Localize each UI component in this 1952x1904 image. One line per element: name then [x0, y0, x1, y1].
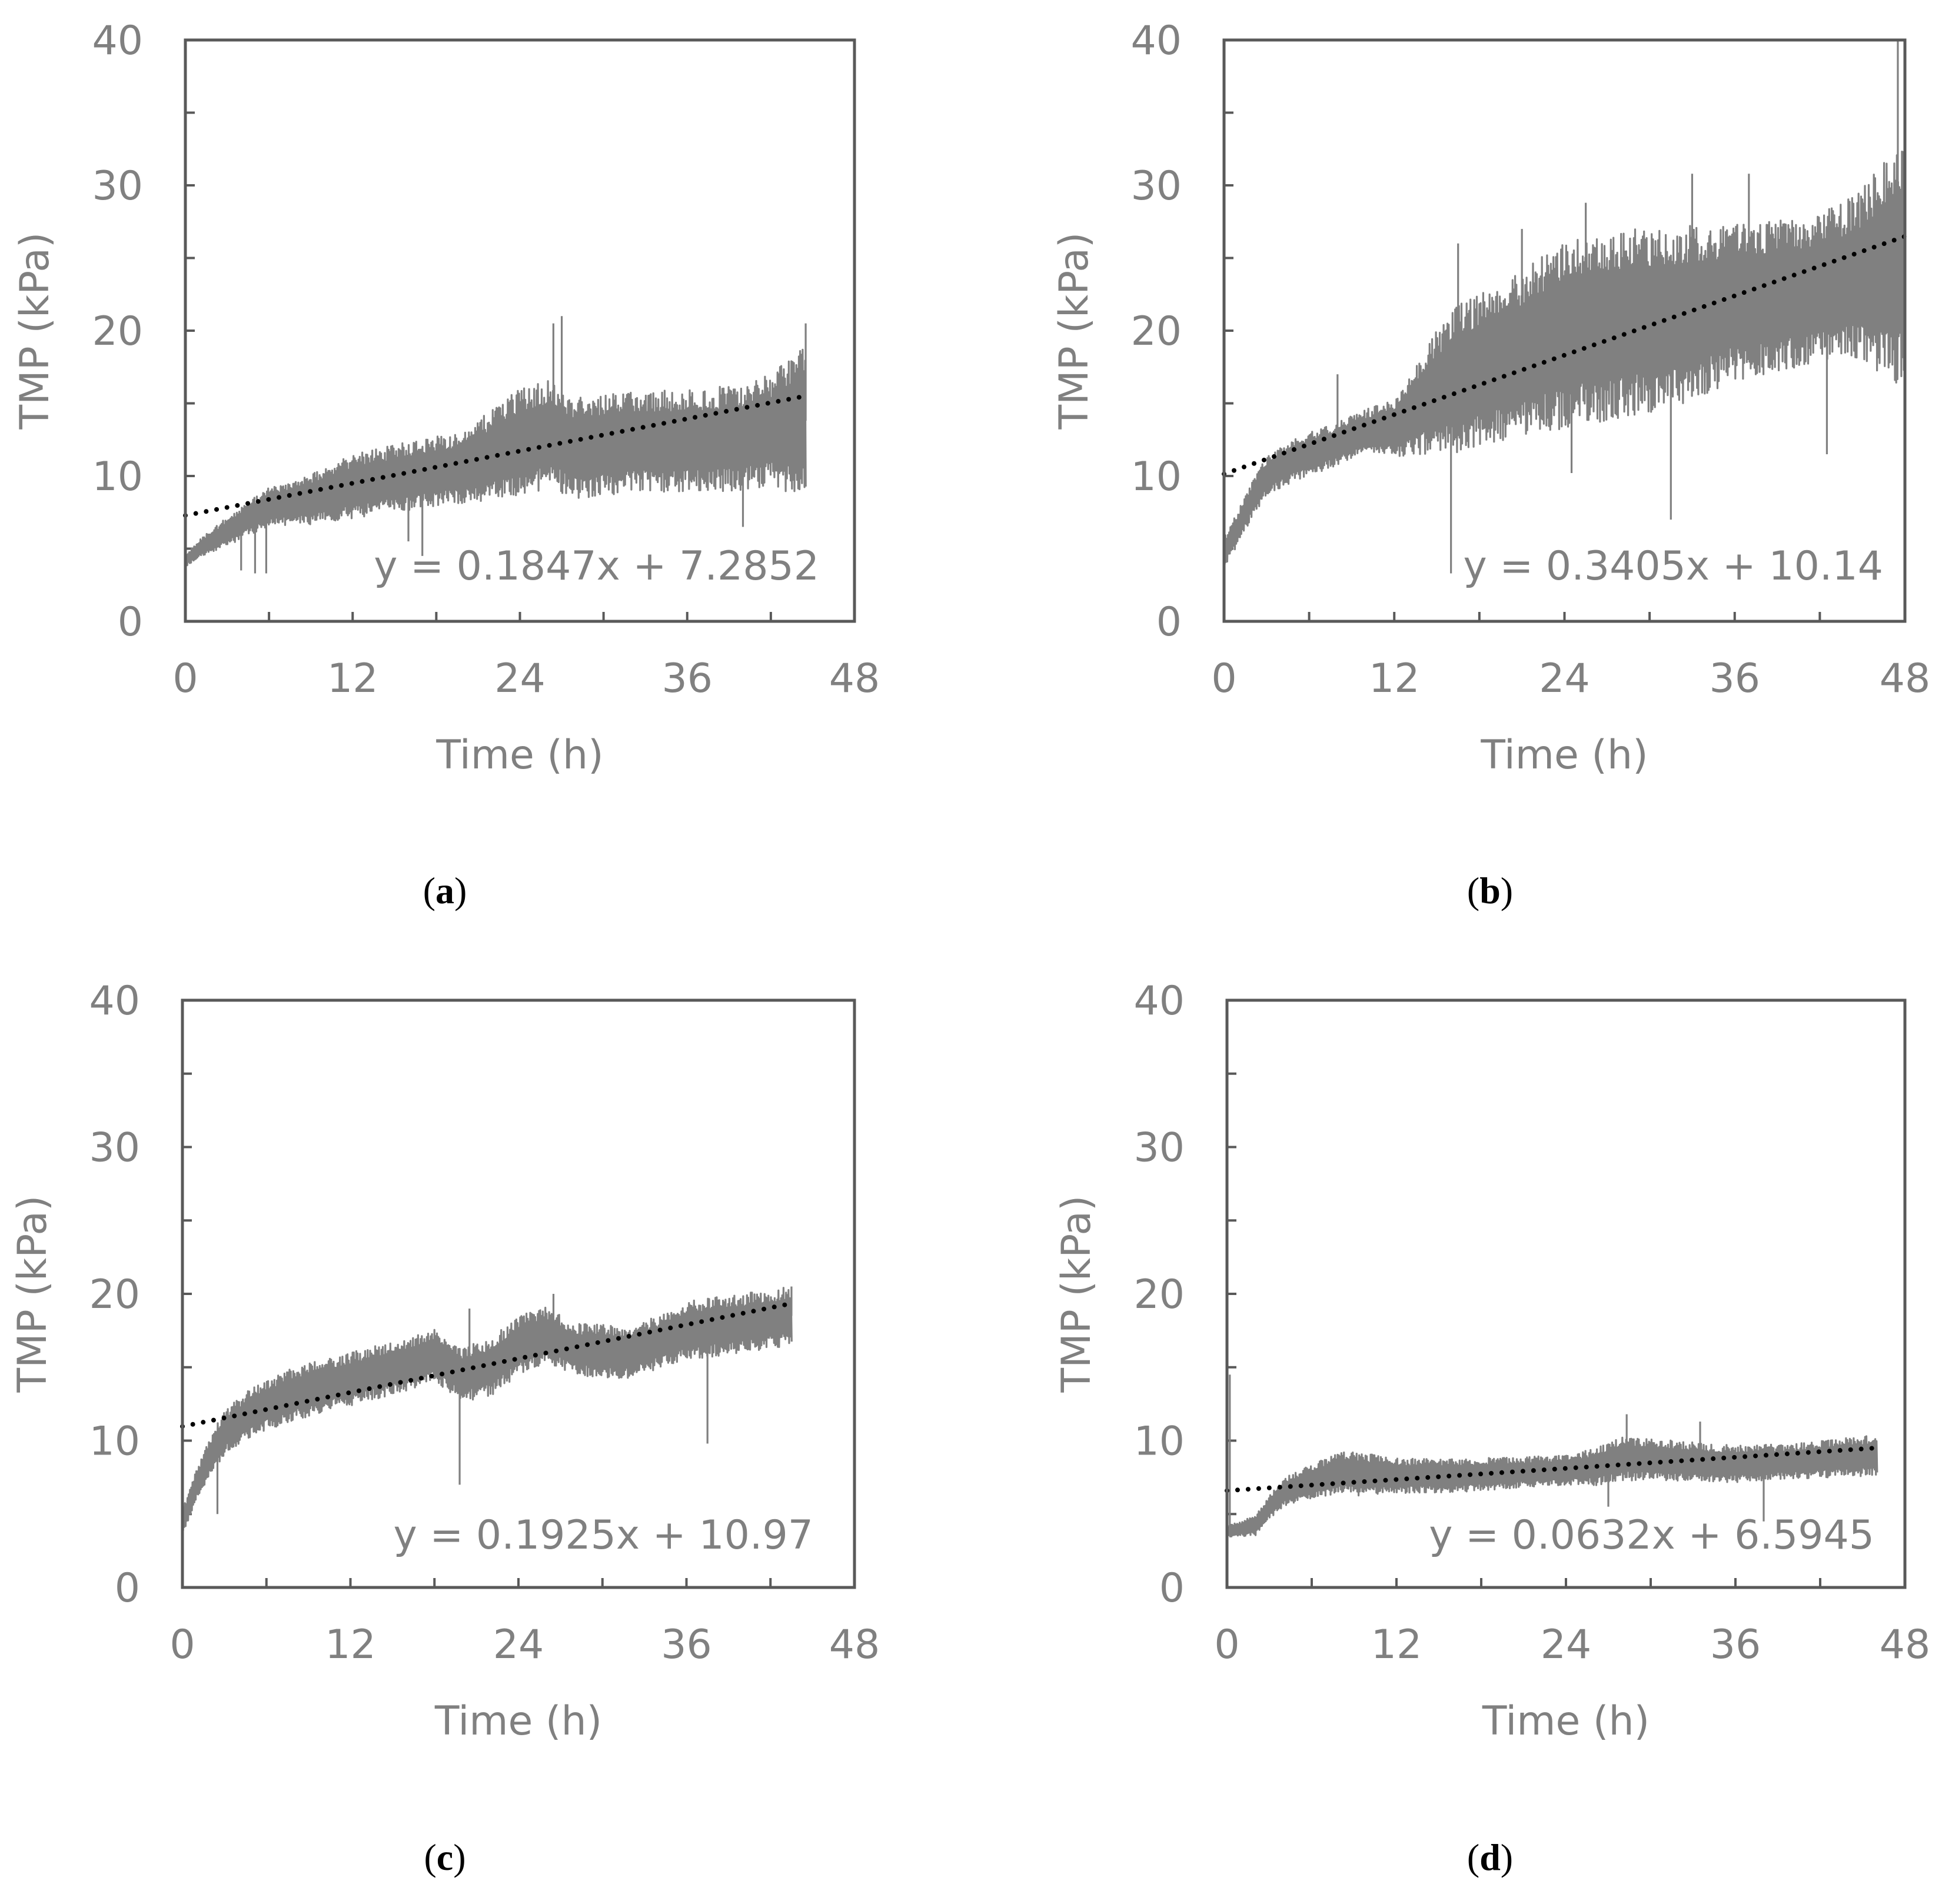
- y-tick-label: 40: [1133, 978, 1185, 1024]
- panel-caption: (d): [1467, 1836, 1513, 1878]
- panel-caption: (b): [1467, 870, 1513, 911]
- y-axis-label: TMP (kPa): [12, 232, 58, 430]
- chart-panel-d: 0 12 24 36 48 0 10 20 30 40 Time (h) TMP (kPa) y = 0…: [1053, 978, 1930, 1878]
- y-tick-label: 10: [1133, 1419, 1185, 1465]
- x-tick-label: 36: [661, 655, 713, 702]
- y-tick-label: 30: [92, 163, 143, 209]
- x-tick-label: 24: [494, 655, 546, 702]
- x-tick-label: 24: [1539, 655, 1590, 702]
- x-axis-label: Time (h): [1480, 732, 1648, 778]
- y-tick-label: 20: [92, 308, 143, 355]
- x-tick-label: 48: [1880, 655, 1931, 702]
- trendline: [1225, 1445, 1879, 1493]
- y-axis-label: TMP (kPa): [1053, 1196, 1100, 1393]
- y-tick-label: 40: [1130, 18, 1182, 64]
- x-tick-label: 12: [1371, 1622, 1422, 1668]
- x-tick-label: 36: [661, 1622, 712, 1668]
- x-tick-label: 0: [172, 655, 198, 702]
- y-tick-label: 30: [89, 1125, 140, 1171]
- panel-caption: (a): [423, 870, 467, 911]
- trendline-equation: y = 0.1847x + 7.2852: [374, 543, 819, 590]
- y-tick-label: 0: [118, 599, 143, 645]
- y-tick-label: 0: [1156, 599, 1182, 645]
- y-axis-label: TMP (kPa): [9, 1196, 56, 1393]
- trendline: [180, 1301, 794, 1429]
- y-tick-label: 20: [89, 1271, 140, 1318]
- x-tick-label: 0: [1211, 655, 1236, 702]
- panel-caption: (c): [424, 1836, 465, 1878]
- y-axis-label: TMP (kPa): [1051, 232, 1098, 430]
- y-tick-label: 0: [1159, 1565, 1185, 1612]
- x-axis-label: Time (h): [434, 1698, 602, 1745]
- plot-frame: [181, 998, 856, 1589]
- y-tick-label: 10: [92, 454, 143, 500]
- plot-frame: [1222, 38, 1907, 623]
- x-tick-label: 36: [1709, 655, 1760, 702]
- x-tick-label: 0: [1214, 1622, 1239, 1668]
- trendline-equation: y = 0.3405x + 10.14: [1463, 543, 1883, 590]
- trendline-equation: y = 0.0632x + 6.5945: [1429, 1512, 1874, 1559]
- y-tick-label: 10: [1130, 454, 1182, 500]
- y-tick-label: 30: [1133, 1125, 1185, 1171]
- y-tick-label: 20: [1133, 1271, 1185, 1318]
- series-line: [181, 1287, 793, 1532]
- y-tick-label: 0: [115, 1565, 140, 1612]
- x-axis-label: Time (h): [1482, 1698, 1650, 1745]
- x-tick-label: 48: [1880, 1622, 1931, 1668]
- y-tick-label: 10: [89, 1419, 140, 1465]
- chart-panel-a: 0 12 24 36 48 0 10 20 30 40 Time (h) TMP (kPa) y = 0…: [12, 18, 880, 911]
- plot-frame: [1225, 998, 1907, 1589]
- y-tick-label: 30: [1130, 163, 1182, 209]
- y-tick-label: 40: [92, 18, 143, 64]
- x-tick-label: 12: [327, 655, 378, 702]
- x-tick-label: 12: [1369, 655, 1420, 702]
- y-tick-label: 40: [89, 978, 140, 1024]
- x-tick-label: 24: [493, 1622, 544, 1668]
- series-line: [184, 348, 807, 567]
- chart-panel-c: 0 12 24 36 48 0 10 20 30 40 Time (h) TMP (kPa) y = 0…: [9, 978, 880, 1878]
- plot-frame: [184, 38, 856, 623]
- x-axis-label: Time (h): [435, 732, 603, 778]
- x-tick-label: 36: [1710, 1622, 1761, 1668]
- trendline-equation: y = 0.1925x + 10.97: [393, 1512, 813, 1559]
- x-tick-label: 0: [169, 1622, 195, 1668]
- series-line: [1223, 151, 1906, 565]
- trendline: [183, 394, 809, 518]
- x-tick-label: 48: [829, 1622, 880, 1668]
- y-tick-label: 20: [1130, 308, 1182, 355]
- x-tick-label: 48: [829, 655, 880, 702]
- x-tick-label: 12: [325, 1622, 376, 1668]
- x-tick-label: 24: [1541, 1622, 1592, 1668]
- trendline: [1222, 234, 1907, 477]
- chart-panel-b: 0 12 24 36 48 0 10 20 30 40 Time (h) TMP (kPa) y = 0…: [1051, 18, 1930, 911]
- series-line: [1226, 1435, 1878, 1537]
